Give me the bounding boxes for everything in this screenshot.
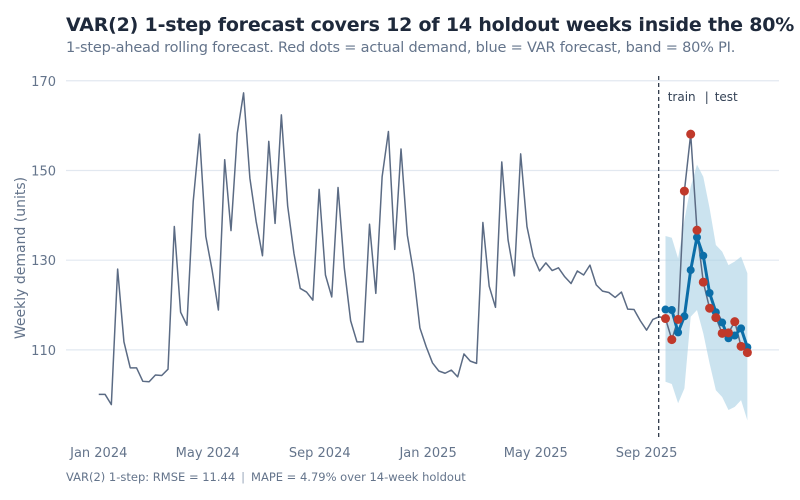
x-tick-label: May 2025 (504, 446, 568, 461)
actual-point (730, 317, 740, 327)
history-series (98, 92, 748, 406)
actual-point (742, 348, 752, 358)
forecast-point (699, 251, 708, 260)
y-axis-ticks: 110 130 150 170 (31, 75, 56, 359)
gridlines (66, 80, 779, 351)
mape-text: MAPE = 4.79% over 14-week holdout (251, 470, 466, 484)
forecast-point (661, 305, 670, 314)
y-tick-label: 170 (31, 75, 56, 90)
x-tick-label: Sep 2025 (616, 446, 678, 461)
rmse-text: VAR(2) 1-step: RMSE = 11.44 (66, 470, 236, 484)
y-axis-label: Weekly demand (units) (13, 177, 29, 339)
test-label: test (715, 90, 738, 104)
actual-point (705, 303, 715, 313)
forecast-point (705, 288, 714, 297)
forecast-point (686, 266, 695, 275)
forecast-point (692, 233, 701, 242)
chart-title: VAR(2) 1-step forecast covers 12 of 14 h… (66, 14, 800, 36)
actual-point (667, 335, 677, 345)
forecast-point (667, 305, 676, 314)
y-tick-label: 130 (31, 254, 56, 269)
actual-point (661, 314, 671, 324)
x-tick-label: Jan 2024 (69, 446, 127, 461)
forecast-point (737, 324, 746, 333)
x-axis-ticks: Jan 2024 May 2024 Sep 2024 Jan 2025 May 2025… (69, 446, 677, 461)
forecast-point (674, 328, 683, 337)
footer-separator: | (241, 470, 246, 484)
y-tick-label: 150 (31, 164, 56, 179)
actual-series (661, 129, 752, 358)
actual-point (692, 225, 702, 235)
x-tick-label: May 2024 (176, 446, 240, 461)
chart-subtitle: 1-step-ahead rolling forecast. Red dots … (66, 40, 736, 56)
y-tick-label: 110 (31, 344, 56, 359)
history-line (98, 92, 748, 406)
x-tick-label: Sep 2024 (289, 446, 351, 461)
actual-point (711, 313, 721, 323)
metrics-footer: VAR(2) 1-step: RMSE = 11.44 | MAPE = 4.79%… (66, 470, 466, 484)
actual-point (736, 341, 746, 351)
actual-point (686, 129, 696, 139)
train-label: train (668, 90, 696, 104)
actual-point (723, 328, 733, 338)
actual-point (698, 277, 708, 287)
actual-point (673, 314, 683, 324)
actual-point (679, 186, 689, 196)
train-test-split: train | test (658, 76, 738, 438)
forecast-point (718, 318, 727, 327)
split-separator: | (705, 90, 709, 104)
x-tick-label: Jan 2025 (398, 446, 456, 461)
forecast-series (661, 233, 752, 352)
